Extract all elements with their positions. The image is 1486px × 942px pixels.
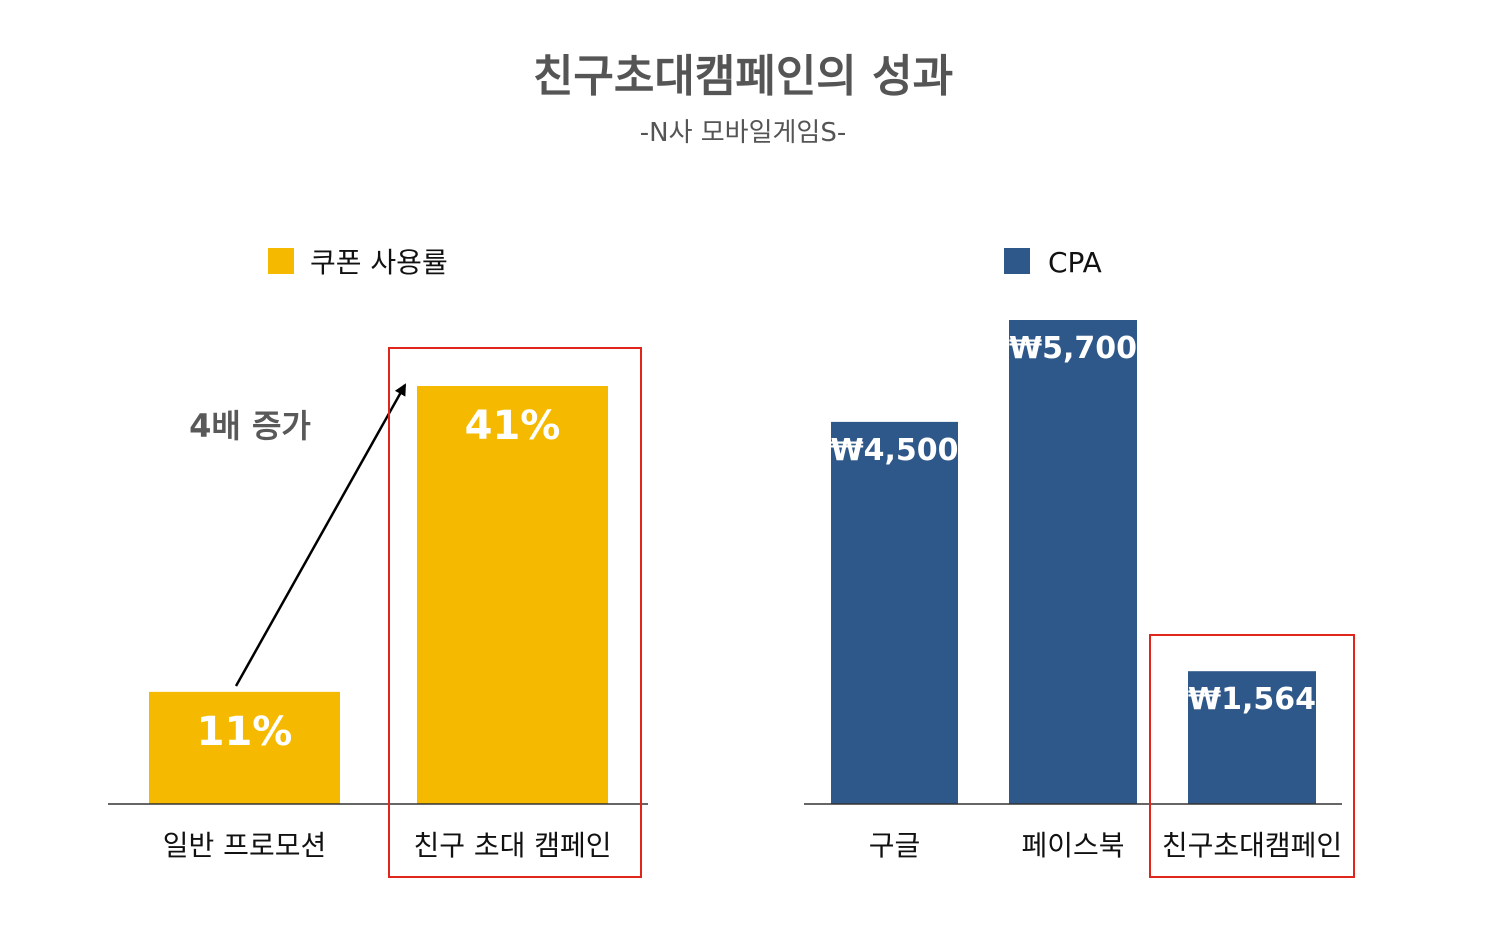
value-label-google: ₩4,500 <box>831 433 959 468</box>
value-label-general-promotion: 11% <box>197 709 293 755</box>
category-label-friend-invite-cpa: 친구초대캠페인 <box>1162 829 1342 862</box>
increase-arrow <box>234 383 407 687</box>
annotation-increase: 4배 증가 <box>189 407 311 445</box>
legend-swatch-cpa <box>1004 248 1030 274</box>
bar-general-promotion <box>149 691 340 804</box>
category-label-friend-invite: 친구 초대 캠페인 <box>413 829 611 862</box>
legend-label-cpa: CPA <box>1048 246 1102 279</box>
chart-subtitle: -N사 모바일게임S- <box>639 118 847 148</box>
chart-title: 친구초대캠페인의 성과 <box>532 51 954 102</box>
category-label-google: 구글 <box>869 829 921 862</box>
category-label-facebook: 페이스북 <box>1021 829 1124 862</box>
legend-swatch-coupon <box>268 248 294 274</box>
legend-label-coupon: 쿠폰 사용률 <box>310 246 448 279</box>
value-label-friend-invite: 41% <box>465 403 561 449</box>
highlight-box-friend-invite <box>388 347 642 878</box>
bar-facebook <box>1009 320 1137 804</box>
category-label-general-promotion: 일반 프로모션 <box>163 829 326 862</box>
bar-google <box>831 421 958 804</box>
highlight-box-friend-invite-cpa <box>1149 634 1355 878</box>
value-label-facebook: ₩5,700 <box>1009 331 1137 366</box>
bar-friend-invite-cpa <box>1188 671 1316 804</box>
value-label-friend-invite-cpa: ₩1,564 <box>1188 682 1316 717</box>
bar-friend-invite <box>417 386 608 804</box>
